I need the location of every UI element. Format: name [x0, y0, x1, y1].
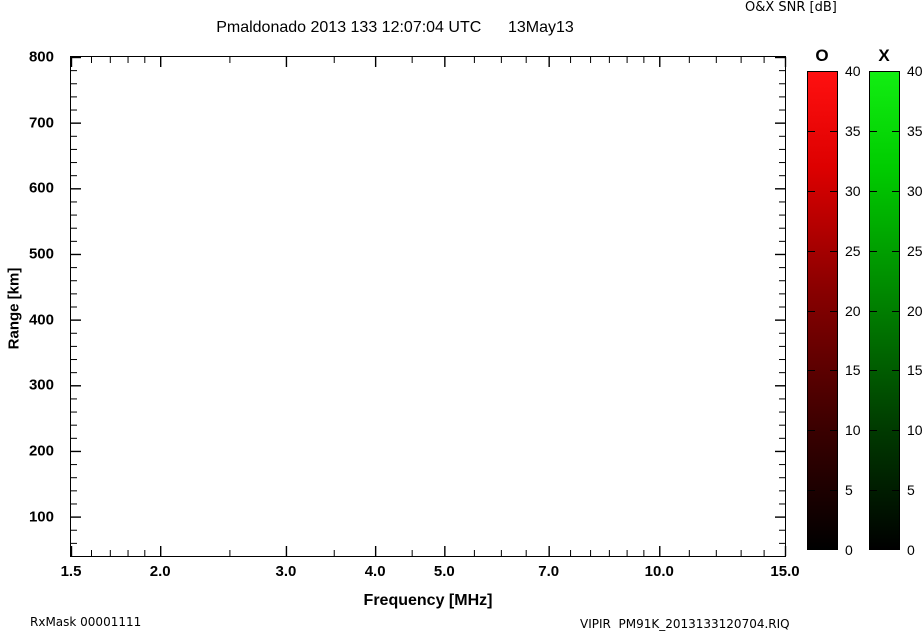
colorbar-tick-mark — [807, 130, 815, 132]
y-tick-label: 600 — [28, 179, 54, 197]
colorbar-tick-mark — [830, 130, 838, 132]
colorbar-tick-label: 0 — [845, 542, 853, 558]
x-tick-label: 1.5 — [60, 563, 82, 580]
colorbar-tick-mark — [807, 490, 815, 492]
x-tick-label: 10.0 — [644, 563, 674, 580]
colorbar-tick-mark — [892, 310, 900, 312]
colorbar-tick-mark — [807, 250, 815, 252]
x-axis-label: Frequency [MHz] — [363, 592, 493, 609]
plot-frame — [70, 56, 786, 557]
colorbar-tick-mark — [830, 310, 838, 312]
colorbar-tick-mark — [830, 490, 838, 492]
colorbar-tick-mark — [830, 190, 838, 192]
colorbar-o-title: O — [815, 46, 829, 65]
colorbar-tick-mark — [869, 130, 877, 132]
y-tick-label: 500 — [28, 245, 54, 263]
y-tick-label: 800 — [28, 48, 54, 66]
y-axis-ticks: 800 700 600 500 400 300 200 100 — [0, 49, 64, 557]
rxmask-label: RxMask 00001111 — [30, 615, 142, 629]
colorbar-x-ticks: 40 35 30 25 20 15 10 5 0 — [869, 63, 922, 558]
colorbar-tick-mark — [892, 130, 900, 132]
colorbar-tick-mark — [807, 370, 815, 372]
colorbar-tick-mark — [892, 250, 900, 252]
colorbar-o-ticks: 40 35 30 25 20 15 10 5 0 — [807, 63, 887, 558]
colorbar-tick-label: 25 — [907, 242, 922, 259]
colorbar-tick-mark — [807, 310, 815, 312]
colorbar-tick-label: 0 — [907, 542, 915, 558]
colorbar-tick-mark — [869, 370, 877, 372]
file-info-label: VIPIR PM91K_2013133120704.RIQ — [580, 617, 790, 631]
x-tick-label: 15.0 — [770, 563, 800, 580]
colorbar-tick-label: 15 — [845, 362, 861, 379]
x-tick-label: 4.0 — [364, 563, 386, 580]
colorbar-tick-label: 20 — [907, 302, 922, 319]
colorbar-tick-label: 35 — [907, 122, 922, 139]
colorbar-x-title: X — [878, 46, 890, 65]
colorbar-tick-label: 15 — [907, 362, 922, 379]
x-tick-label: 5.0 — [433, 563, 455, 580]
colorbar-tick-label: 35 — [845, 122, 861, 139]
colorbar-tick-label: 5 — [907, 482, 915, 499]
colorbar-tick-mark — [869, 490, 877, 492]
colorbar-tick-mark — [892, 430, 900, 432]
x-tick-label: 2.0 — [149, 563, 171, 580]
y-axis-label: Range [km] — [5, 267, 23, 350]
colorbar-tick-label: 30 — [845, 182, 861, 199]
y-tick-label: 700 — [28, 114, 54, 132]
colorbar-tick-label: 20 — [845, 302, 861, 319]
y-tick-label: 300 — [28, 376, 54, 394]
x-tick-label: 7.0 — [538, 563, 560, 580]
colorbar-tick-mark — [892, 490, 900, 492]
colorbar-tick-label: 40 — [845, 63, 861, 79]
colorbar-tick-mark — [807, 190, 815, 192]
colorbar-tick-label: 40 — [907, 63, 922, 79]
colorbar-tick-mark — [892, 190, 900, 192]
colorbar-tick-mark — [869, 310, 877, 312]
y-tick-label: 100 — [28, 508, 54, 526]
y-tick-label: 200 — [28, 442, 54, 460]
colorbar-tick-mark — [869, 190, 877, 192]
colorbar-tick-mark — [807, 430, 815, 432]
x-tick-label: 3.0 — [275, 563, 297, 580]
colorbar-tick-label: 30 — [907, 182, 922, 199]
colorbar-tick-label: 10 — [845, 422, 861, 439]
colorbar-tick-mark — [830, 370, 838, 372]
colorbar-tick-label: 5 — [845, 482, 853, 499]
colorbar-tick-mark — [869, 250, 877, 252]
colorbar-supertitle: O&X SNR [dB] — [745, 0, 837, 15]
colorbar-tick-mark — [892, 370, 900, 372]
colorbar-tick-mark — [830, 250, 838, 252]
colorbar-tick-label: 10 — [907, 422, 922, 439]
colorbar-tick-mark — [830, 430, 838, 432]
page-title: Pmaldonado 2013 133 12:07:04 UTC 13May13 — [216, 19, 574, 36]
colorbar-tick-label: 25 — [845, 242, 861, 259]
y-tick-label: 400 — [28, 311, 54, 329]
colorbar-tick-mark — [869, 430, 877, 432]
x-axis-ticks: 1.5 2.0 3.0 4.0 5.0 7.0 10.0 15.0 — [0, 563, 922, 585]
